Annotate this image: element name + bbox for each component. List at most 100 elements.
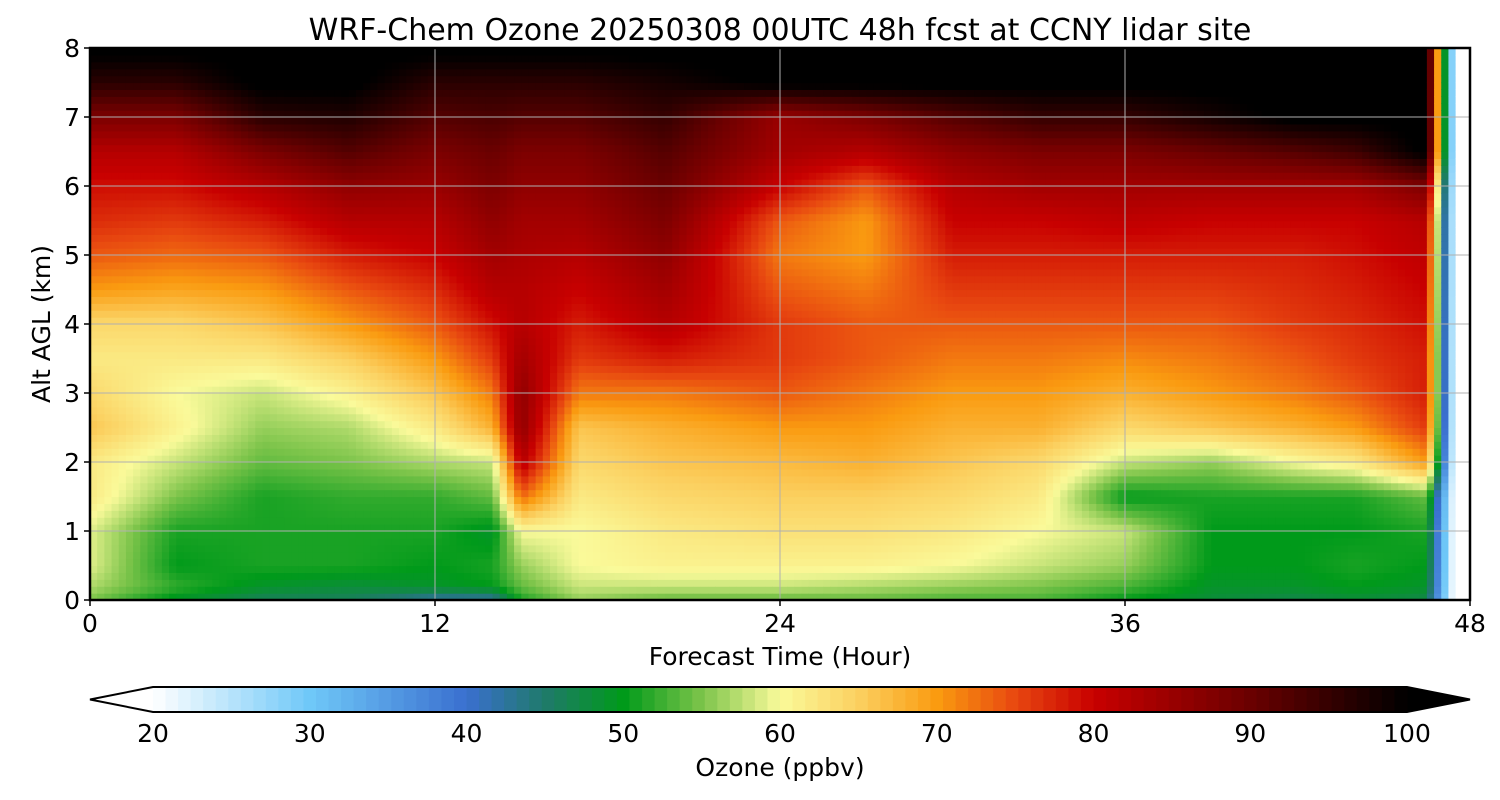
heatmap-cell <box>197 165 206 173</box>
heatmap-cell <box>521 482 530 491</box>
heatmap-cell <box>219 268 228 277</box>
heatmap-cell <box>463 234 472 242</box>
heatmap-cell <box>334 268 343 277</box>
heatmap-cell <box>355 227 364 235</box>
heatmap-cell <box>499 358 508 366</box>
heatmap-cell <box>154 531 163 539</box>
heatmap-cell <box>255 413 264 422</box>
heatmap-cell <box>499 420 508 429</box>
heatmap-cell <box>226 462 235 470</box>
heatmap-cell <box>384 61 393 70</box>
heatmap-cell <box>154 172 163 180</box>
heatmap-cell <box>320 172 328 180</box>
heatmap-cell <box>97 48 105 56</box>
heatmap-cell <box>334 537 343 546</box>
heatmap-cell <box>442 282 450 291</box>
heatmap-cell <box>327 296 335 304</box>
heatmap-cell <box>240 220 249 228</box>
heatmap-cell <box>320 365 328 373</box>
heatmap-cell <box>435 48 443 56</box>
heatmap-cell <box>456 151 465 159</box>
heatmap-cell <box>219 137 228 146</box>
heatmap-cell <box>463 137 472 146</box>
heatmap-cell <box>176 220 185 228</box>
heatmap-cell <box>521 579 530 587</box>
heatmap-cell <box>320 275 328 284</box>
heatmap-cell <box>406 282 415 291</box>
heatmap-cell <box>406 413 415 422</box>
heatmap-cell <box>535 551 544 560</box>
heatmap-cell <box>118 565 127 573</box>
heatmap-cell <box>363 144 371 153</box>
heatmap-cell <box>363 261 371 270</box>
heatmap-cell <box>205 275 213 284</box>
heatmap-cell <box>248 524 256 532</box>
heatmap-cell <box>197 537 206 546</box>
heatmap-cell <box>104 275 113 284</box>
heatmap-cell <box>154 123 163 132</box>
heatmap-cell <box>111 351 120 360</box>
heatmap-cell <box>528 386 537 394</box>
heatmap-cell <box>90 158 98 166</box>
heatmap-cell <box>327 172 335 180</box>
heatmap-cell <box>370 303 379 311</box>
heatmap-cell <box>406 386 415 394</box>
heatmap-cell <box>276 158 285 166</box>
heatmap-cell <box>427 399 436 408</box>
heatmap-cell <box>212 441 220 449</box>
heatmap-cell <box>506 379 515 387</box>
heatmap-cell <box>305 137 314 146</box>
heatmap-cell <box>341 54 350 63</box>
heatmap-cell <box>190 455 199 463</box>
heatmap-cell <box>463 337 472 346</box>
heatmap-cell <box>449 234 458 242</box>
heatmap-cell <box>104 579 113 587</box>
heatmap-cell <box>449 82 458 90</box>
heatmap-cell <box>341 165 350 173</box>
heatmap-cell <box>413 206 422 215</box>
heatmap-cell <box>485 199 494 208</box>
heatmap-cell <box>190 531 199 539</box>
heatmap-cell <box>219 289 228 297</box>
heatmap-cell <box>118 496 127 504</box>
heatmap-cell <box>161 248 170 256</box>
heatmap-cell <box>305 75 314 84</box>
heatmap-cell <box>205 186 213 194</box>
heatmap-cell <box>205 565 213 573</box>
heatmap-cell <box>470 234 479 242</box>
heatmap-cell <box>118 234 127 242</box>
heatmap-cell <box>154 379 163 387</box>
heatmap-cell <box>463 593 472 601</box>
heatmap-cell <box>90 572 98 580</box>
heatmap-cell <box>133 496 141 504</box>
heatmap-cell <box>255 261 264 270</box>
heatmap-cell <box>255 365 264 373</box>
heatmap-cell <box>449 344 458 353</box>
heatmap-cell <box>312 48 321 56</box>
heatmap-cell <box>176 130 185 139</box>
heatmap-cell <box>111 303 120 311</box>
heatmap-cell <box>161 241 170 249</box>
heatmap-cell <box>284 151 292 159</box>
heatmap-cell <box>269 261 278 270</box>
heatmap-cell <box>212 48 220 56</box>
heatmap-cell <box>499 289 508 297</box>
heatmap-cell <box>255 289 264 297</box>
heatmap-cell <box>406 337 415 346</box>
heatmap-cell <box>212 310 220 318</box>
heatmap-cell <box>478 489 486 498</box>
heatmap-cell <box>506 199 515 208</box>
heatmap-cell <box>514 337 522 346</box>
heatmap-cell <box>161 537 170 546</box>
heatmap-cell <box>312 75 321 84</box>
heatmap-cell <box>219 255 228 263</box>
heatmap-cell <box>384 75 393 84</box>
heatmap-cell <box>125 427 134 435</box>
heatmap-cell <box>449 586 458 594</box>
heatmap-cell <box>348 579 357 587</box>
heatmap-cell <box>492 227 501 235</box>
heatmap-cell <box>363 130 371 139</box>
heatmap-cell <box>90 537 98 546</box>
heatmap-cell <box>226 517 235 525</box>
heatmap-cell <box>269 199 278 208</box>
